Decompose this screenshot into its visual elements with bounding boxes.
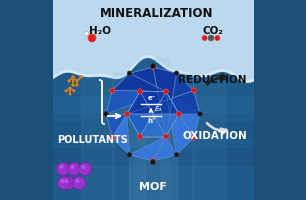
Circle shape	[65, 90, 67, 92]
Circle shape	[151, 159, 155, 165]
Polygon shape	[112, 73, 166, 91]
Polygon shape	[166, 91, 194, 155]
Circle shape	[104, 112, 108, 116]
Circle shape	[163, 134, 169, 139]
Circle shape	[137, 89, 143, 94]
Polygon shape	[53, 0, 253, 84]
Circle shape	[60, 179, 64, 183]
Polygon shape	[53, 0, 253, 200]
Polygon shape	[140, 91, 166, 114]
Circle shape	[198, 112, 202, 116]
Polygon shape	[153, 67, 177, 137]
Polygon shape	[106, 90, 166, 114]
Circle shape	[127, 152, 132, 157]
Polygon shape	[166, 91, 200, 138]
Polygon shape	[153, 91, 179, 114]
Circle shape	[191, 135, 196, 140]
Text: MOF: MOF	[139, 182, 167, 192]
Polygon shape	[112, 114, 129, 155]
Circle shape	[202, 35, 207, 41]
Circle shape	[62, 177, 74, 189]
Circle shape	[151, 64, 155, 70]
Text: OXIDATION: OXIDATION	[182, 131, 247, 141]
Polygon shape	[127, 91, 153, 114]
Polygon shape	[127, 114, 153, 137]
Circle shape	[73, 177, 85, 189]
Text: E₉: E₉	[155, 106, 162, 112]
Text: POLLUTANTS: POLLUTANTS	[57, 135, 128, 145]
Circle shape	[79, 163, 91, 175]
Circle shape	[110, 88, 115, 93]
Circle shape	[163, 89, 169, 94]
Text: h⁺: h⁺	[147, 118, 156, 124]
Circle shape	[71, 75, 75, 79]
Circle shape	[75, 79, 79, 83]
Circle shape	[95, 31, 100, 36]
Circle shape	[75, 83, 79, 87]
Circle shape	[64, 179, 69, 183]
Circle shape	[151, 158, 155, 164]
Circle shape	[58, 177, 70, 189]
Text: e⁻: e⁻	[148, 95, 156, 101]
Circle shape	[69, 87, 71, 89]
Text: MINERALIZATION: MINERALIZATION	[100, 7, 214, 20]
Circle shape	[84, 31, 89, 36]
Polygon shape	[153, 137, 177, 161]
Polygon shape	[153, 114, 179, 137]
Circle shape	[137, 134, 143, 139]
Circle shape	[110, 135, 115, 140]
Circle shape	[174, 71, 179, 76]
Circle shape	[81, 165, 85, 169]
Polygon shape	[106, 114, 127, 137]
Circle shape	[68, 163, 80, 175]
Polygon shape	[140, 114, 166, 137]
Circle shape	[191, 88, 196, 93]
Circle shape	[67, 79, 71, 83]
Circle shape	[215, 35, 220, 41]
Text: H₂O: H₂O	[89, 26, 111, 36]
Circle shape	[75, 179, 79, 183]
Text: REDUCTION: REDUCTION	[178, 75, 247, 85]
Circle shape	[71, 75, 75, 79]
Circle shape	[151, 63, 155, 69]
Circle shape	[125, 111, 130, 117]
Polygon shape	[129, 137, 166, 161]
Circle shape	[57, 163, 69, 175]
Circle shape	[71, 83, 75, 87]
Circle shape	[69, 93, 71, 95]
Polygon shape	[127, 90, 200, 114]
Circle shape	[70, 165, 74, 169]
Circle shape	[59, 165, 63, 169]
Circle shape	[176, 111, 181, 117]
Polygon shape	[127, 73, 194, 114]
Circle shape	[174, 152, 179, 157]
Text: CO₂: CO₂	[203, 26, 223, 36]
Polygon shape	[129, 67, 166, 137]
Circle shape	[79, 75, 83, 79]
Circle shape	[88, 34, 96, 42]
Circle shape	[208, 35, 214, 41]
Circle shape	[127, 71, 132, 76]
Circle shape	[73, 90, 75, 92]
